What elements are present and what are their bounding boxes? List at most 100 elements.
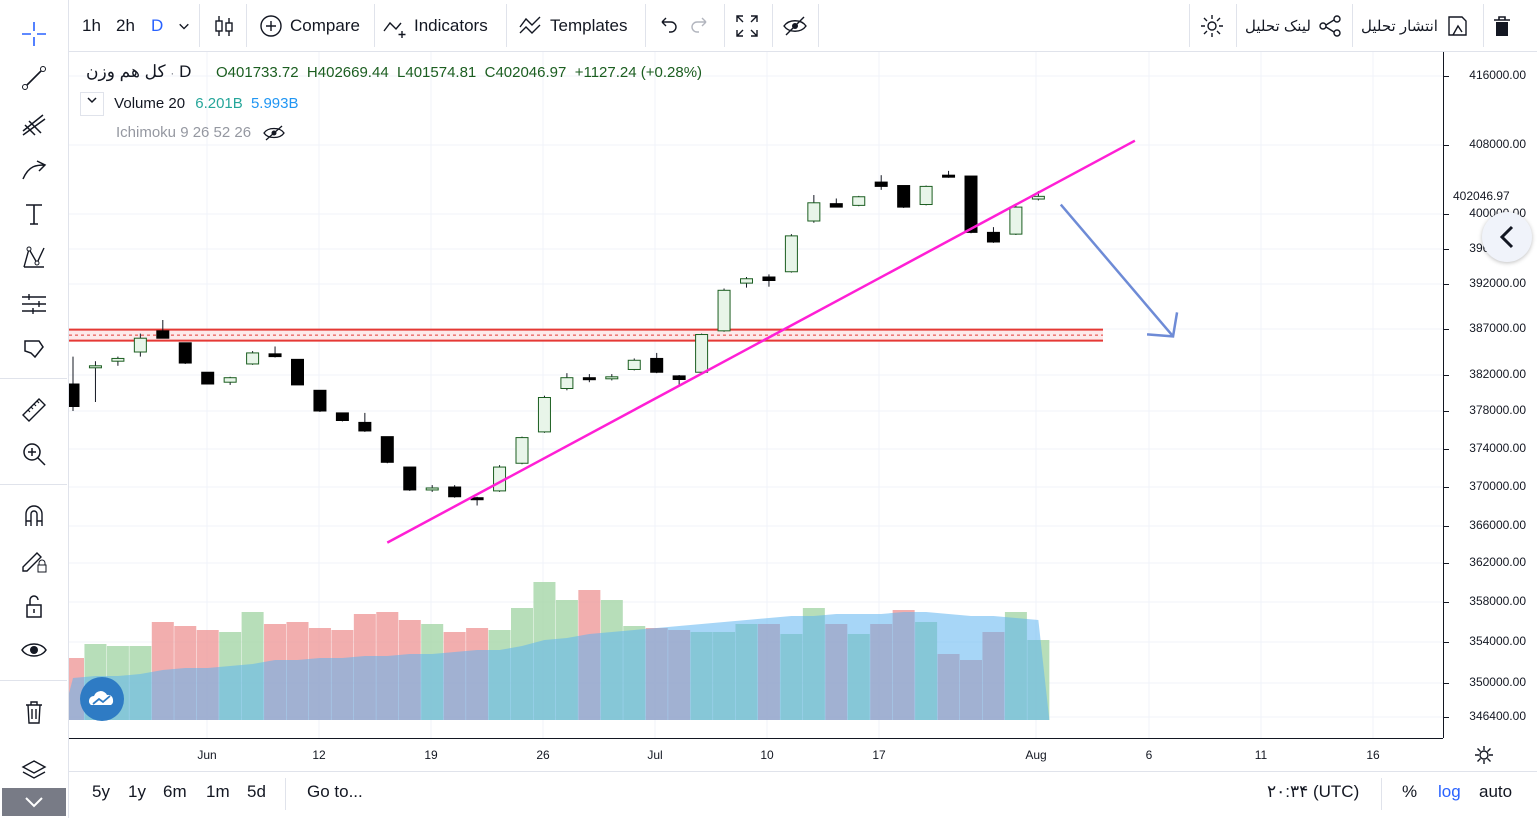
ohlc-high: H402669.44	[306, 64, 389, 81]
time-scale[interactable]: Jun 12 19 26 Jul 10 17 Aug 6 11 16	[69, 738, 1443, 771]
log-toggle[interactable]: log	[1438, 782, 1461, 801]
range-1m[interactable]: 1m	[206, 782, 230, 801]
collapse-toolbar-button[interactable]	[2, 788, 66, 816]
goto-button[interactable]: Go to...	[307, 782, 363, 801]
undo-button[interactable]	[654, 0, 680, 51]
zoom-in-icon[interactable]	[14, 436, 54, 472]
candle-body	[807, 202, 821, 222]
price-tick-mark	[1444, 563, 1449, 564]
candle-body	[1031, 195, 1045, 200]
price-chart[interactable]	[69, 52, 1443, 738]
interval-2h[interactable]: 2h	[116, 15, 135, 35]
publish-label: انتشار تحلیل	[1361, 17, 1438, 35]
price-tick-label: 387000.00	[1469, 321, 1526, 335]
volume-ma-area	[69, 612, 1050, 720]
candle-body	[291, 358, 304, 386]
percent-toggle[interactable]: %	[1402, 782, 1418, 801]
range-6m[interactable]: 6m	[163, 782, 187, 801]
collapse-side-panel-button[interactable]	[1482, 212, 1532, 262]
candle-body	[69, 383, 80, 407]
price-scale[interactable]: 416000.00408000.00400000.00396000.003920…	[1443, 52, 1537, 738]
candle-body	[829, 203, 843, 208]
analysis-link-label: لینک تحلیل	[1245, 17, 1311, 35]
range-1y[interactable]: 1y	[128, 782, 146, 801]
candle-body	[919, 185, 933, 206]
candle-body	[448, 486, 462, 498]
unlock-icon[interactable]	[14, 588, 54, 624]
candle-body	[1009, 206, 1023, 235]
analysis-link-button[interactable]: لینک تحلیل	[1245, 0, 1343, 51]
interval-d[interactable]: D	[151, 15, 164, 35]
price-tick-mark	[1444, 214, 1449, 215]
candle-body	[223, 377, 237, 383]
price-tick-label: 354000.00	[1469, 634, 1526, 648]
time-tick-label: 12	[312, 748, 326, 762]
collapse-legend-button[interactable]	[80, 92, 104, 116]
magnet-icon[interactable]	[14, 497, 54, 533]
logo-badge[interactable]	[80, 677, 124, 721]
candle-body	[178, 342, 192, 364]
candle-body	[650, 357, 664, 373]
brush-tool-icon[interactable]	[14, 152, 54, 188]
eye-off-icon[interactable]	[263, 125, 286, 141]
settings-button[interactable]	[1199, 0, 1225, 51]
candle-body	[762, 276, 776, 281]
chevron-down-icon	[87, 97, 97, 104]
ohlc-open: O401733.72	[216, 64, 299, 81]
ichimoku-label[interactable]: Ichimoku 9 26 52 26	[116, 124, 252, 141]
share-icon	[1319, 14, 1341, 37]
price-tick-mark	[1444, 717, 1449, 718]
indicators-label: Indicators	[414, 15, 488, 35]
price-tick-label: 408000.00	[1469, 137, 1526, 151]
time-tick-label: 11	[1254, 748, 1268, 762]
price-tick-label: 358000.00	[1469, 594, 1526, 608]
crosshair-icon[interactable]	[14, 16, 54, 52]
candle-body	[964, 175, 978, 233]
interval-dropdown[interactable]	[178, 0, 190, 51]
redo-icon	[691, 17, 707, 33]
price-tick-mark	[1444, 487, 1449, 488]
templates-button[interactable]: Templates	[518, 0, 627, 51]
ruler-icon[interactable]	[14, 390, 54, 426]
candle-body	[425, 487, 439, 491]
chart-type-button[interactable]	[211, 0, 237, 51]
time-tick-label: 10	[760, 748, 774, 762]
timezone-clock[interactable]: ۲۰:۳۴ (UTC)	[1267, 782, 1360, 801]
volume-value-2: 5.993B	[250, 94, 299, 112]
candle-body	[874, 181, 888, 187]
candle-body	[358, 421, 372, 432]
fib-tool-icon[interactable]	[14, 106, 54, 142]
price-tick-mark	[1444, 449, 1449, 450]
hide-drawings-icon[interactable]	[14, 330, 54, 366]
hide-button[interactable]	[780, 0, 810, 51]
eye-icon[interactable]	[14, 632, 54, 668]
fullscreen-button[interactable]	[734, 0, 760, 51]
eye-off-icon	[783, 16, 807, 35]
chart-pane[interactable]	[69, 52, 1443, 738]
candle-body	[717, 289, 731, 332]
candle-body	[156, 330, 170, 339]
publish-analysis-button[interactable]: انتشار تحلیل	[1361, 0, 1470, 51]
delete-button[interactable]	[1489, 0, 1515, 51]
indicators-button[interactable]: Indicators	[382, 0, 488, 51]
text-tool-icon[interactable]	[14, 196, 54, 232]
scale-settings-button[interactable]	[1473, 744, 1495, 771]
layers-icon[interactable]	[14, 752, 54, 788]
range-5y[interactable]: 5y	[92, 782, 110, 801]
candle-body	[672, 375, 686, 380]
range-5d[interactable]: 5d	[247, 782, 266, 801]
auto-toggle[interactable]: auto	[1479, 782, 1513, 801]
compare-button[interactable]: Compare	[258, 0, 360, 51]
candle-body	[380, 436, 394, 463]
trash-icon[interactable]	[14, 694, 54, 730]
pattern-tool-icon[interactable]	[14, 240, 54, 276]
interval-1h[interactable]: 1h	[82, 15, 101, 35]
prediction-tool-icon[interactable]	[14, 286, 54, 322]
trendline-tool-icon[interactable]	[14, 60, 54, 96]
redo-button[interactable]	[688, 0, 714, 51]
candles-icon	[215, 15, 233, 36]
price-tick-mark	[1444, 602, 1449, 603]
lock-drawing-icon[interactable]	[14, 542, 54, 578]
volume-label[interactable]: Volume 20	[114, 94, 186, 112]
symbol-name[interactable]: کل هم وزن	[86, 62, 166, 81]
